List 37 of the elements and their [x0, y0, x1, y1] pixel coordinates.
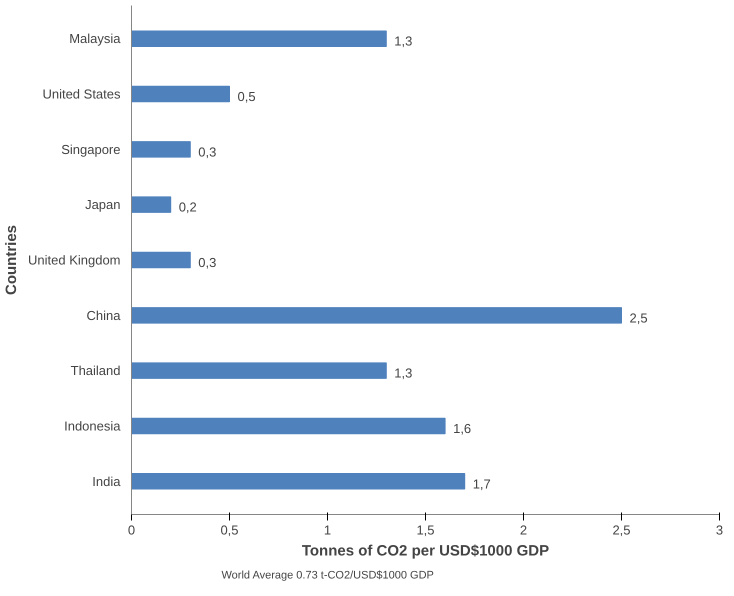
bar	[132, 362, 387, 379]
data-label: 0,5	[238, 89, 256, 104]
bar	[132, 141, 191, 158]
bar	[132, 473, 466, 490]
data-label: 0,3	[198, 255, 216, 270]
y-tick-label: Thailand	[70, 363, 121, 378]
data-label: 2,5	[630, 310, 648, 326]
data-label: 1,7	[472, 476, 491, 492]
bar	[132, 86, 230, 102]
y-tick-label: Singapore	[61, 142, 121, 157]
bar	[132, 307, 622, 324]
x-tick-label: 1	[324, 522, 332, 538]
y-tick-label: China	[86, 308, 122, 323]
text: World Average 0.73 t-CO2/USD$1000 GDP	[222, 570, 434, 582]
x-tick-label: 1,5	[416, 522, 435, 538]
data-label: 1,3	[394, 366, 412, 381]
y-tick-label: India	[92, 474, 122, 489]
data-label: 0,3	[198, 144, 216, 160]
bar	[132, 418, 446, 434]
y-tick-label: Indonesia	[64, 418, 122, 434]
bar	[132, 196, 172, 213]
x-tick-label: 0	[128, 522, 136, 538]
data-label: 1,6	[453, 420, 472, 436]
x-tick-label: 3	[716, 522, 724, 538]
y-tick-label: United States	[42, 86, 121, 102]
x-tick-label: 2,5	[612, 522, 631, 538]
y-tick-label: Malaysia	[69, 31, 122, 46]
x-tick-label: 0,5	[220, 522, 239, 538]
bar	[132, 252, 191, 268]
x-tick-label: 2	[520, 522, 528, 538]
x-axis-title: Tonnes of CO2 per USD$1000 GDP	[302, 542, 550, 560]
data-label: 0,2	[178, 200, 197, 215]
y-axis-title: Countries	[3, 224, 20, 295]
y-tick-label: United Kingdom	[28, 252, 120, 268]
bar	[132, 30, 387, 47]
y-tick-label: Japan	[85, 197, 120, 212]
data-label: 1,3	[394, 34, 412, 49]
